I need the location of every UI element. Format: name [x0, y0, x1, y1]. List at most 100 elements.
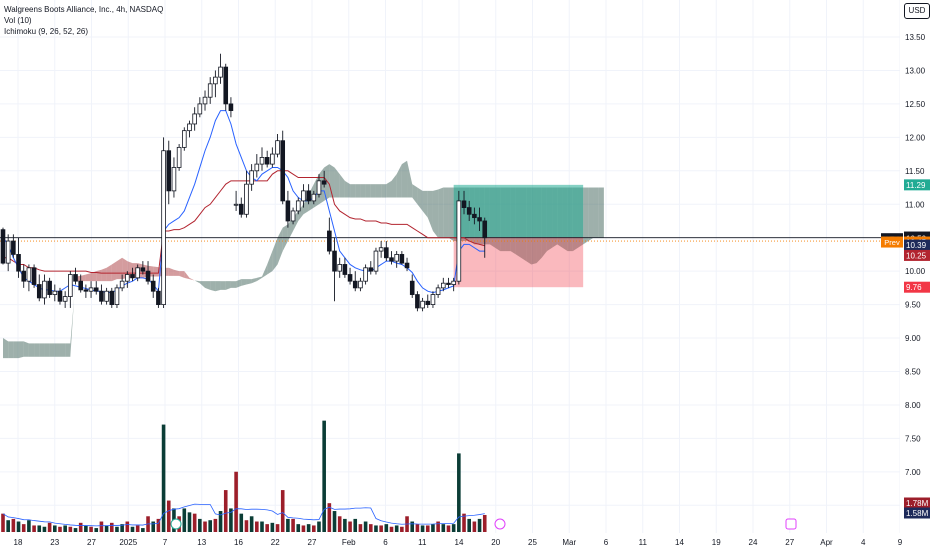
price-tick-label: 8.00 [905, 401, 921, 410]
candle-body [114, 287, 120, 306]
kumo-segment [70, 276, 76, 357]
candle [192, 107, 197, 131]
candle-body [52, 290, 58, 295]
volume-bar [84, 525, 88, 532]
candle [337, 257, 342, 278]
volume-bar [296, 524, 301, 532]
candle [368, 261, 374, 275]
volume-bar [229, 508, 233, 532]
volume-bar [291, 518, 295, 532]
candle [88, 281, 94, 298]
volume-bar [99, 521, 104, 532]
kumo-segment [13, 341, 19, 359]
candle [373, 247, 379, 275]
kumo-segment [438, 187, 444, 238]
time-tick-label: 27 [87, 538, 96, 547]
kumo-segment [199, 281, 206, 288]
volume-bar [6, 520, 10, 532]
candle-body [223, 66, 229, 105]
ichimoku-indicator-label[interactable]: Ichimoku (9, 26, 52, 26) [4, 27, 89, 36]
kumo-segment [350, 184, 356, 198]
candle [394, 251, 399, 268]
kumo-segment [267, 251, 273, 275]
candle [249, 164, 254, 191]
price-tick-label: 12.50 [905, 100, 926, 109]
volume-bar [420, 525, 425, 532]
candle [36, 274, 42, 302]
volume-bars [1, 420, 487, 532]
candle-body [259, 157, 265, 165]
volume-bar [198, 518, 202, 532]
kumo-segment [412, 184, 418, 205]
candle [16, 237, 21, 278]
volume-bar [327, 503, 332, 532]
time-tick-label: 13 [197, 538, 206, 547]
volume-indicator-label[interactable]: Vol (10) [4, 16, 32, 25]
time-tick-label: 22 [271, 538, 280, 547]
volume-bar [462, 513, 466, 532]
kumo-segment [116, 257, 123, 280]
symbol-title[interactable]: Walgreens Boots Alliance, Inc., 4h, NASD… [4, 5, 164, 14]
volume-bar [436, 521, 440, 532]
time-tick-label: Apr [820, 538, 833, 547]
candle [31, 264, 37, 288]
candle-body [347, 274, 353, 282]
kumo-segment [91, 271, 97, 282]
volume-bar [389, 526, 394, 532]
kumo-segment [417, 187, 423, 211]
time-tick-label: 6 [383, 538, 388, 547]
volume-bar [37, 525, 42, 532]
candle [140, 261, 146, 275]
volume-bar [425, 525, 430, 532]
candle-body [415, 294, 420, 309]
kumo-segment [96, 269, 102, 282]
time-tick-label: 25 [528, 538, 537, 547]
time-tick-label: 18 [14, 538, 23, 547]
kumo-segment [23, 341, 29, 357]
volume-bar [244, 520, 249, 532]
candle [244, 170, 249, 218]
volume-ma-line [2, 503, 485, 527]
kumo-segment [381, 184, 387, 198]
time-tick-label: 14 [675, 538, 684, 547]
candle-body [435, 287, 441, 295]
currency-button[interactable]: USD [904, 3, 930, 19]
candle [5, 234, 11, 272]
candle-body [270, 153, 275, 165]
candle-body [99, 290, 104, 302]
candle [332, 237, 337, 302]
candle [181, 127, 187, 151]
price-tick-label: 10.00 [905, 267, 926, 276]
candle [311, 190, 317, 205]
volume-bar [337, 516, 342, 532]
candle-body [176, 146, 182, 168]
kumo-segment [396, 164, 402, 198]
time-tick-label: 19 [712, 538, 721, 547]
candle-body [378, 247, 384, 252]
candlesticks [0, 53, 488, 312]
volume-bar [477, 518, 482, 532]
kumo-segment [122, 257, 128, 280]
volume-bar [53, 525, 57, 532]
time-tick-label: 24 [749, 538, 758, 547]
volume-bar [156, 518, 161, 532]
volume-bar [223, 490, 228, 532]
kumo-segment [34, 343, 40, 357]
kumo-segment [101, 267, 107, 282]
kumo-segment [80, 274, 86, 282]
candle-body [409, 280, 415, 295]
candle-body [446, 282, 451, 285]
volume-bar [301, 525, 306, 532]
candle [202, 90, 208, 111]
candle-body [301, 190, 306, 202]
kumo-segment [127, 261, 133, 278]
candle-body [83, 289, 89, 292]
volume-label-value: 1.58M [906, 509, 929, 518]
volume-bar [94, 528, 99, 532]
volume-bar [89, 526, 93, 532]
candle [11, 234, 16, 258]
time-tick-label: 7 [163, 538, 168, 547]
candle [21, 264, 27, 288]
